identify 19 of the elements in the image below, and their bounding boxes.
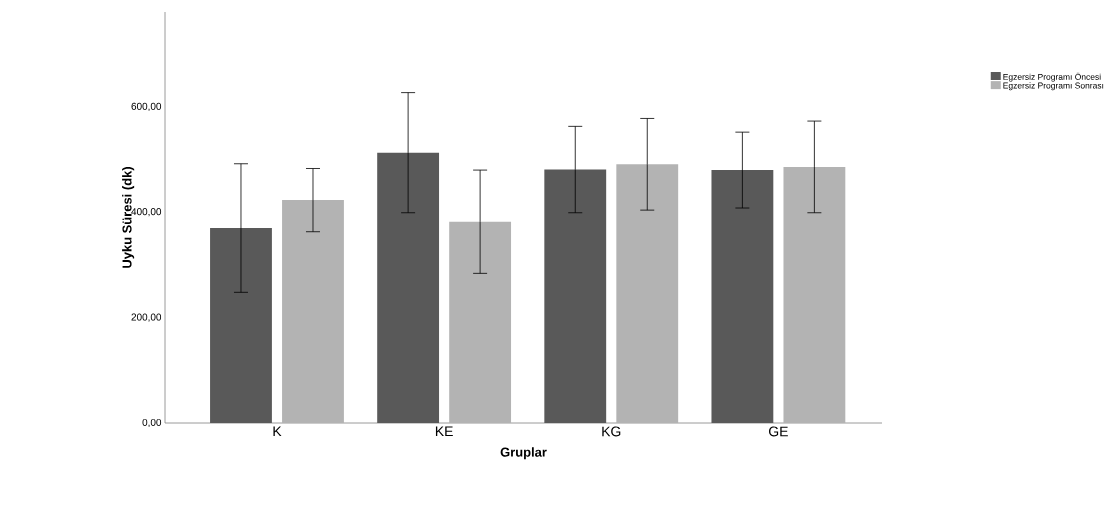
x-axis-title: Gruplar (500, 447, 547, 460)
y-tick-label: 200,00 (131, 313, 162, 322)
x-tick-label: K (273, 426, 282, 437)
legend-label: Egzersiz Programı Sonrası (1003, 82, 1104, 91)
y-tick-label: 600,00 (131, 102, 162, 111)
y-tick-label: 400,00 (131, 208, 162, 217)
bar (282, 200, 344, 423)
bar (210, 228, 272, 423)
y-tick-label: 0,00 (142, 418, 162, 428)
bar (783, 166, 846, 423)
bar (377, 152, 440, 423)
bar (544, 169, 607, 423)
bar (449, 221, 512, 423)
bar (711, 170, 774, 423)
x-tick-label: GE (769, 426, 788, 437)
x-tick-label: KG (602, 426, 621, 437)
legend-label: Egzersiz Programı Öncesi (1003, 72, 1101, 82)
bar (616, 164, 679, 423)
x-tick-label: KE (435, 426, 453, 437)
